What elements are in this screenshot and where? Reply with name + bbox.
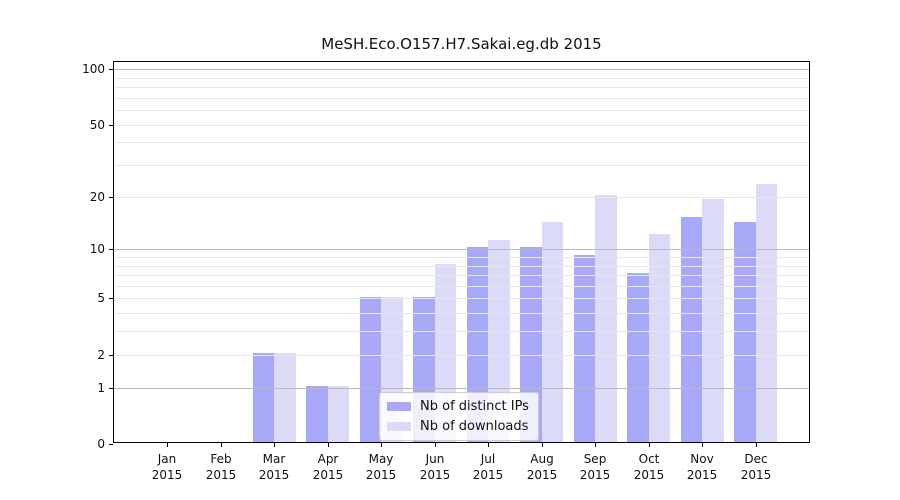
minor-gridline-30 [114,165,809,166]
minor-gridline-3 [114,331,809,332]
x-tick-label-apr: Apr 2015 [312,452,344,482]
bar-downloads-sep [595,194,617,442]
bar-downloads-oct [648,233,671,442]
y-tick-mark-2 [109,355,113,356]
minor-gridline-4 [114,313,809,314]
x-tick-mark-jun [435,443,436,447]
bar-downloads-apr [327,385,350,442]
x-tick-label-nov: Nov 2015 [686,452,718,482]
x-tick-mark-jan [167,443,168,447]
y-tick-label-1: 1 [97,381,105,395]
y-tick-mark-1 [109,388,113,389]
y-tick-label-100: 100 [82,62,105,76]
major-gridline-10 [114,249,809,250]
legend: Nb of distinct IPs Nb of downloads [379,392,539,441]
minor-gridline-70 [114,98,809,99]
y-tick-mark-20 [109,197,113,198]
bar-ips-nov [680,216,703,442]
legend-swatch-downloads [387,422,411,431]
x-tick-label-oct: Oct 2015 [633,452,665,482]
bar-ips-mar [252,352,275,442]
y-tick-label-0: 0 [97,437,105,451]
x-tick-mark-dec [756,443,757,447]
x-tick-mark-aug [542,443,543,447]
minor-gridline-50 [114,125,809,126]
minor-gridline-60 [114,110,809,111]
bar-downloads-jul [488,240,510,442]
y-tick-mark-0 [109,444,113,445]
legend-swatch-distinct-ips [387,402,411,411]
bar-ips-apr [306,385,328,442]
minor-gridline-8 [114,266,809,267]
x-tick-mark-mar [274,443,275,447]
plot-area: Nb of distinct IPs Nb of downloads [113,61,810,443]
y-tick-label-2: 2 [97,348,105,362]
x-tick-mark-jul [488,443,489,447]
y-tick-mark-10 [109,249,113,250]
bar-downloads-nov [702,198,724,442]
legend-label-distinct-ips: Nb of distinct IPs [420,399,529,414]
x-tick-label-dec: Dec 2015 [740,452,772,482]
x-tick-label-sep: Sep 2015 [579,452,611,482]
minor-gridline-90 [114,78,809,79]
x-tick-label-jan: Jan 2015 [151,452,183,482]
x-tick-mark-sep [595,443,596,447]
bar-ips-oct [627,273,649,442]
x-tick-label-feb: Feb 2015 [205,452,237,482]
y-tick-mark-50 [109,125,113,126]
x-tick-mark-feb [221,443,222,447]
grid-layer [114,62,809,442]
x-tick-label-jul: Jul 2015 [472,452,504,482]
bar-downloads-mar [274,352,296,442]
bar-downloads-dec [755,183,778,442]
legend-label-downloads: Nb of downloads [420,419,529,434]
bar-ips-sep [573,255,596,442]
y-tick-label-20: 20 [89,190,105,204]
x-tick-mark-nov [702,443,703,447]
major-gridline-1 [114,388,809,389]
bar-downloads-aug [541,222,564,442]
y-tick-label-5: 5 [97,291,105,305]
minor-gridline-2 [114,355,809,356]
minor-gridline-5 [114,298,809,299]
y-tick-label-50: 50 [89,118,105,132]
x-tick-label-jun: Jun 2015 [419,452,451,482]
bar-ips-may [359,296,382,442]
minor-gridline-7 [114,275,809,276]
x-tick-mark-may [381,443,382,447]
y-tick-mark-100 [109,69,113,70]
y-tick-mark-5 [109,298,113,299]
major-gridline-100 [114,69,809,70]
x-tick-label-mar: Mar 2015 [258,452,290,482]
minor-gridline-20 [114,197,809,198]
legend-entry-distinct-ips: Nb of distinct IPs [387,398,529,415]
bar-ips-dec [734,222,756,442]
legend-entry-downloads: Nb of downloads [387,418,529,435]
minor-gridline-80 [114,87,809,88]
minor-gridline-9 [114,257,809,258]
x-tick-label-aug: Aug 2015 [526,452,558,482]
chart-title: MeSH.Eco.O157.H7.Sakai.eg.db 2015 [321,35,602,53]
x-tick-mark-apr [328,443,329,447]
minor-gridline-6 [114,286,809,287]
x-tick-mark-oct [649,443,650,447]
y-tick-label-10: 10 [89,242,105,256]
minor-gridline-40 [114,142,809,143]
x-tick-label-may: May 2015 [365,452,397,482]
